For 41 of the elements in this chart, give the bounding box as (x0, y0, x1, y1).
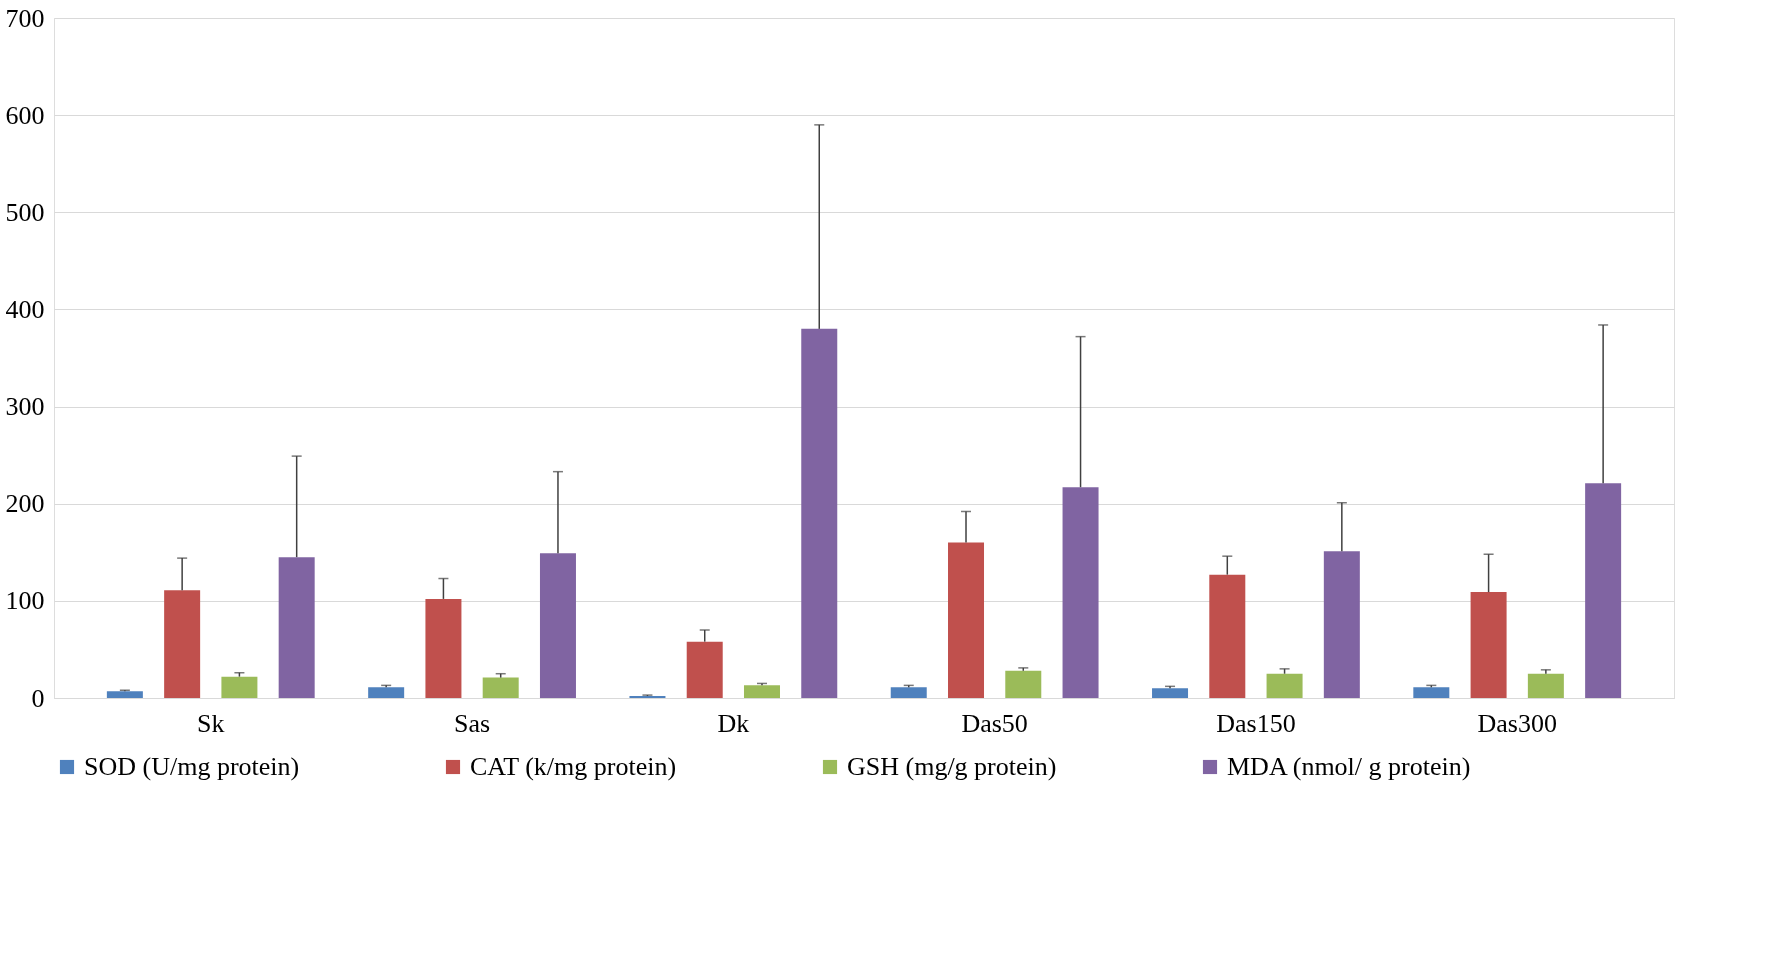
bar (368, 687, 405, 698)
y-tick-label: 200 (5, 489, 45, 519)
y-tick-label: 300 (5, 392, 45, 422)
bar (539, 553, 576, 698)
bar (278, 557, 315, 698)
legend-label: GSH (mg/g protein) (847, 752, 1057, 781)
x-tick-label: Sk (197, 708, 225, 738)
bar (1266, 673, 1303, 698)
bar (1527, 673, 1564, 698)
x-tick-label: Dk (717, 708, 750, 738)
bar (1585, 483, 1622, 698)
x-tick-label: Sas (454, 708, 491, 738)
bar (1062, 487, 1099, 698)
y-tick-label: 100 (5, 586, 45, 616)
bar (1152, 688, 1189, 698)
bar (686, 641, 723, 698)
bar (1470, 592, 1507, 698)
bar (1005, 670, 1042, 698)
legend-label: SOD (U/mg protein) (84, 752, 300, 781)
x-tick-label: Das150 (1216, 708, 1296, 738)
y-tick-label: 0 (31, 683, 45, 713)
y-tick-label: 500 (5, 197, 45, 227)
bar (482, 677, 519, 698)
y-tick-label: 600 (5, 100, 45, 130)
bar (425, 598, 462, 698)
bar (948, 542, 985, 698)
y-tick-label: 400 (5, 294, 45, 324)
x-tick-label: Das300 (1477, 708, 1557, 738)
bar (106, 691, 143, 698)
bar (1209, 574, 1246, 698)
bar (743, 685, 780, 698)
legend-label: MDA (nmol/ g protein) (1227, 752, 1471, 781)
bar (801, 328, 838, 698)
bar (221, 676, 258, 698)
legend-label: CAT (k/mg protein) (470, 752, 677, 781)
y-tick-label: 700 (5, 3, 45, 33)
bar (1413, 687, 1450, 698)
bar (890, 687, 927, 698)
x-tick-label: Das50 (961, 708, 1028, 738)
bar (1323, 551, 1360, 698)
bar (164, 590, 201, 698)
